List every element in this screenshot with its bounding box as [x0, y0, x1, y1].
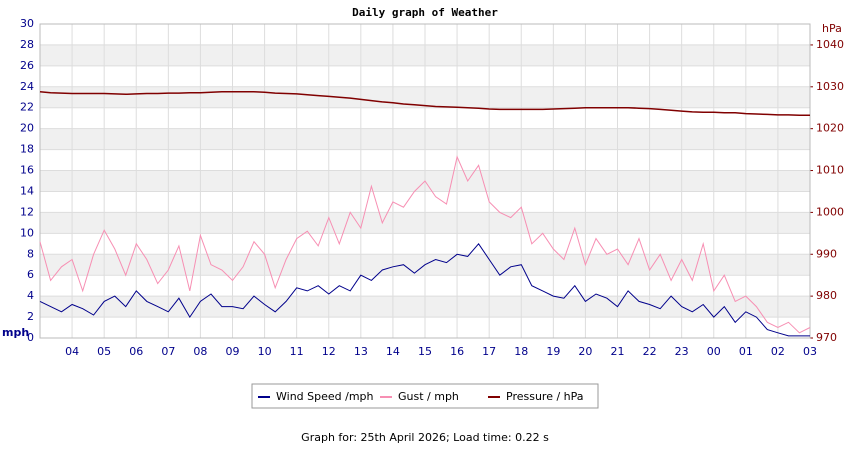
y-tick-label: 16: [20, 164, 34, 177]
x-tick-label: 21: [611, 345, 625, 358]
y-tick-label: 18: [20, 143, 34, 156]
legend-label: Gust / mph: [398, 390, 459, 403]
plot-frame: [39, 23, 811, 339]
y-tick-label: 20: [20, 122, 34, 135]
y-tick-label: 6: [27, 268, 34, 281]
legend-label: Wind Speed /mph: [276, 390, 374, 403]
y-tick-label: 28: [20, 38, 34, 51]
x-tick-label: 09: [226, 345, 240, 358]
y-tick-label: 24: [20, 80, 34, 93]
chart-title: Daily graph of Weather: [352, 6, 498, 19]
y-tick-label: 26: [20, 59, 34, 72]
x-tick-label: 13: [354, 345, 368, 358]
y-tick-label: 0: [27, 331, 34, 344]
y-tick-label: 4: [27, 289, 34, 302]
y-tick-label: 2: [27, 310, 34, 323]
x-tick-label: 04: [65, 345, 79, 358]
y2-tick-label: 1010: [816, 164, 844, 177]
x-tick-label: 02: [771, 345, 785, 358]
x-tick-label: 18: [514, 345, 528, 358]
x-tick-label: 20: [578, 345, 592, 358]
y-axis-label: mph: [2, 326, 29, 339]
y-tick-label: 22: [20, 101, 34, 114]
y2-tick-label: 1030: [816, 80, 844, 93]
x-tick-label: 15: [418, 345, 432, 358]
legend-label: Pressure / hPa: [506, 390, 584, 403]
x-tick-label: 14: [386, 345, 400, 358]
x-tick-label: 03: [803, 345, 817, 358]
y2-tick-label: 990: [816, 247, 837, 260]
x-tick-label: 16: [450, 345, 464, 358]
y2-tick-label: 1020: [816, 122, 844, 135]
y-tick-label: 8: [27, 247, 34, 260]
x-tick-label: 06: [129, 345, 143, 358]
series-line: [39, 91, 810, 117]
y-tick-label: 14: [20, 184, 34, 197]
y-tick-label: 12: [20, 205, 34, 218]
x-tick-label: 19: [546, 345, 560, 358]
x-tick-label: 23: [675, 345, 689, 358]
series-line: [39, 242, 810, 337]
x-tick-label: 10: [258, 345, 272, 358]
y2-tick-label: 970: [816, 331, 837, 344]
y2-tick-label: 1040: [816, 38, 844, 51]
x-tick-label: 01: [739, 345, 753, 358]
legend-box: [251, 383, 599, 409]
x-tick-label: 11: [290, 345, 304, 358]
x-tick-label: 22: [643, 345, 657, 358]
y2-axis-label: hPa: [822, 22, 842, 35]
x-tick-label: 12: [322, 345, 336, 358]
y2-tick-label: 980: [816, 289, 837, 302]
footer: Graph for: 25th April 2026; Load time: 0…: [301, 431, 549, 444]
x-tick-label: 08: [193, 345, 207, 358]
y-tick-label: 30: [20, 17, 34, 30]
series-line: [39, 155, 811, 334]
x-tick-label: 05: [97, 345, 111, 358]
x-tick-label: 17: [482, 345, 496, 358]
x-tick-label: 07: [161, 345, 175, 358]
y-tick-label: 10: [20, 226, 34, 239]
x-tick-label: 00: [707, 345, 721, 358]
y2-tick-label: 1000: [816, 205, 844, 218]
